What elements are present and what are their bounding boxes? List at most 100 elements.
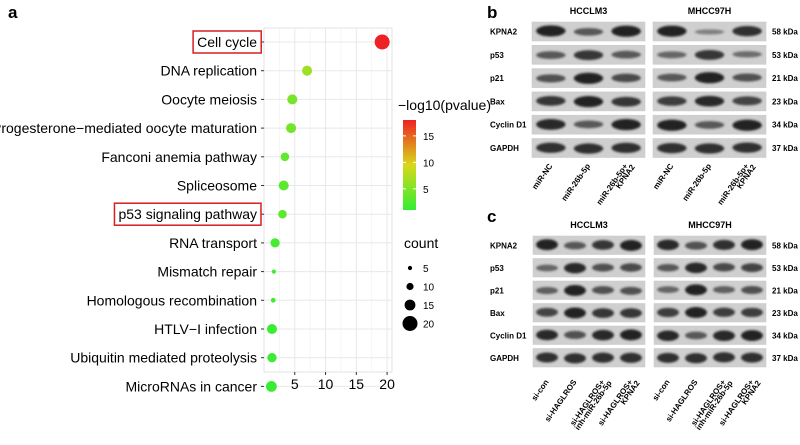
- size-legend-label: 5: [423, 264, 429, 275]
- blot-band: [741, 286, 763, 295]
- blot-band: [713, 239, 735, 250]
- blot-band: [573, 143, 604, 154]
- color-legend-bar: [403, 120, 416, 210]
- blot-band: [536, 239, 558, 251]
- blot-band: [732, 51, 762, 58]
- blot-band: [657, 73, 687, 82]
- blot-band: [573, 27, 604, 36]
- blot-band: [694, 121, 725, 129]
- blot-band: [536, 286, 558, 295]
- data-point: [266, 323, 278, 335]
- data-point: [265, 380, 277, 392]
- blot-size-label: 53 kDa: [772, 51, 798, 60]
- category-label: Ubiquitin mediated proteolysis: [70, 350, 257, 366]
- blot-size-label: 34 kDa: [772, 121, 798, 130]
- data-point: [374, 34, 390, 50]
- category-label: Homologous recombination: [87, 292, 257, 308]
- blot-band: [620, 308, 642, 318]
- blot-strip: [532, 325, 646, 345]
- blot-group-label: MHCC97H: [688, 220, 732, 230]
- panel-label-b: b: [487, 3, 497, 22]
- blot-band: [592, 263, 614, 272]
- blot-band: [573, 72, 604, 84]
- blot-band: [657, 96, 687, 106]
- western-blot-panel-c: HCCLM3 MHCC97H KPNA2 58 kDa p53 53 kDa p21 21 k…: [490, 220, 798, 432]
- category-label: DNA replication: [161, 63, 258, 79]
- blot-band: [592, 308, 614, 318]
- blot-protein-label: Bax: [490, 309, 505, 318]
- category-label: Spliceosome: [177, 178, 257, 194]
- blot-band: [564, 330, 586, 339]
- blot-strip: [653, 325, 767, 345]
- category-label: MicroRNAs in cancer: [126, 378, 258, 394]
- blot-band: [536, 95, 566, 106]
- color-legend-label: 5: [423, 185, 429, 196]
- western-blot-panel-b: HCCLM3 MHCC97H KPNA2 58 kDa p53 53 kDa p21 21 k…: [490, 6, 798, 207]
- blot-band: [713, 330, 735, 342]
- blot-size-label: 23 kDa: [772, 97, 798, 106]
- blot-band: [620, 286, 642, 295]
- blot-band: [536, 25, 566, 37]
- plot-area: [263, 27, 393, 373]
- size-legend-dot: [402, 316, 418, 331]
- category-label: RNA transport: [169, 235, 257, 251]
- category-label: Fanconi anemia pathway: [101, 149, 257, 165]
- blot-band: [694, 143, 725, 154]
- blot-band: [657, 307, 679, 318]
- blot-band: [694, 29, 725, 35]
- blot-size-label: 58 kDa: [772, 28, 798, 37]
- blot-band: [685, 262, 707, 274]
- blot-protein-label: p53: [490, 51, 504, 60]
- data-point: [278, 180, 289, 191]
- blot-band: [620, 352, 642, 363]
- size-legend-dot: [407, 265, 413, 271]
- blot-band: [592, 286, 614, 295]
- data-point: [267, 353, 277, 363]
- category-label: Progesterone−mediated oocyte maturation: [0, 120, 257, 136]
- blot-band: [536, 74, 566, 83]
- blot-band: [741, 352, 763, 363]
- x-tick-label: 20: [379, 376, 395, 392]
- data-point: [270, 297, 276, 303]
- blot-band: [611, 119, 641, 131]
- category-label: HTLV−I infection: [154, 321, 257, 337]
- blot-band: [536, 352, 558, 363]
- blot-size-label: 21 kDa: [772, 286, 798, 295]
- blot-band: [713, 286, 735, 294]
- blot-strip: [532, 303, 646, 323]
- blot-size-label: 23 kDa: [772, 309, 798, 318]
- data-point: [286, 123, 297, 134]
- blot-strip: [653, 258, 767, 278]
- blot-protein-label: p21: [490, 74, 504, 83]
- blot-band: [685, 331, 707, 340]
- blot-strip: [532, 235, 646, 255]
- blot-protein-label: p21: [490, 286, 504, 295]
- blot-band: [592, 240, 614, 250]
- blot-strip: [653, 348, 767, 368]
- blot-band: [573, 120, 604, 129]
- data-point: [302, 65, 313, 76]
- size-legend-dot: [406, 282, 414, 291]
- blot-band: [657, 119, 687, 131]
- blot-band: [732, 73, 762, 82]
- blot-band: [741, 330, 763, 342]
- blot-strip: [653, 303, 767, 323]
- blot-band: [536, 329, 558, 341]
- blot-strip: [532, 258, 646, 278]
- category-label: Cell cycle: [197, 34, 257, 50]
- blot-band: [657, 51, 687, 59]
- category-label: p53 signaling pathway: [118, 206, 257, 222]
- blot-band: [732, 26, 762, 37]
- blot-group-label: MHCC97H: [688, 6, 732, 16]
- blot-band: [741, 263, 763, 273]
- blot-band: [732, 119, 762, 131]
- blot-protein-label: p53: [490, 264, 504, 273]
- blot-size-label: 53 kDa: [772, 264, 798, 273]
- data-point: [270, 238, 280, 248]
- blot-group-label: HCCLM3: [570, 220, 608, 230]
- highlight-box: [192, 30, 262, 54]
- category-label: Mismatch repair: [157, 264, 257, 280]
- blot-band: [713, 352, 735, 363]
- blot-band: [573, 50, 604, 61]
